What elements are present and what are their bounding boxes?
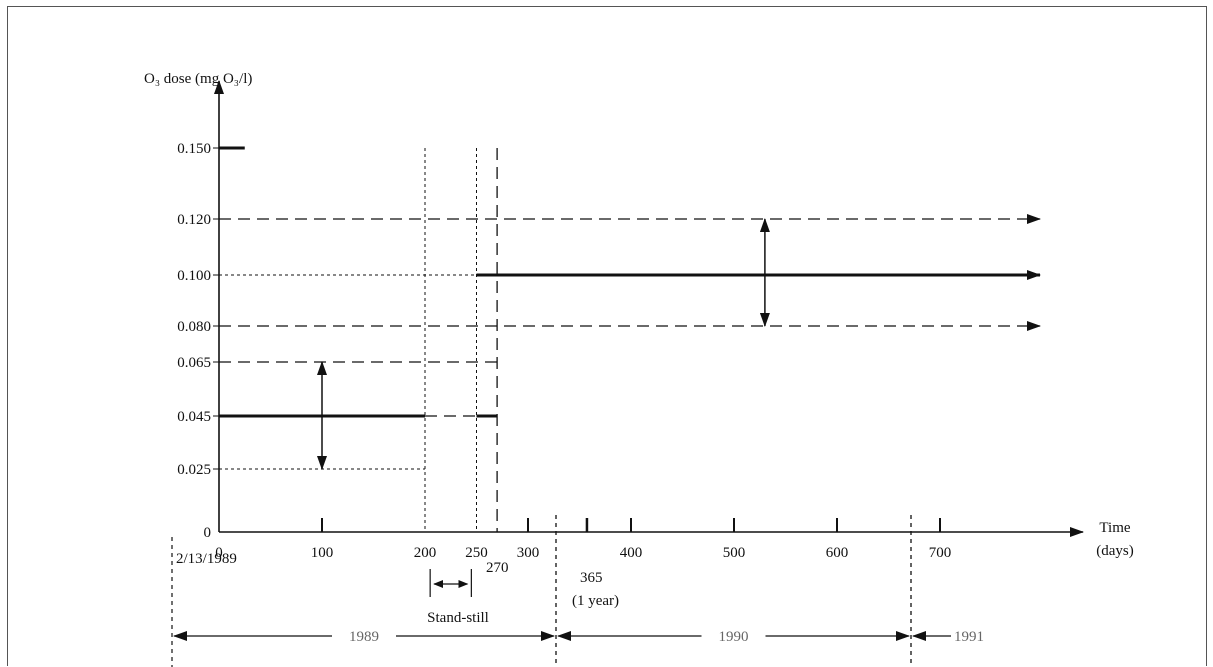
one-year-label: (1 year) xyxy=(572,593,619,609)
y-tick-label: 0.150 xyxy=(177,141,211,157)
x-tick-label: 400 xyxy=(620,545,643,561)
y-tick-label: 0 xyxy=(204,525,212,541)
y-tick-label: 0.065 xyxy=(177,355,211,371)
x-tick-label: 300 xyxy=(517,545,540,561)
year-label: 1991 xyxy=(954,629,984,645)
x-tick-label: 200 xyxy=(414,545,437,561)
x-tick-label: 100 xyxy=(311,545,334,561)
x-axis-title-unit: (days) xyxy=(1096,543,1134,559)
chart-svg: 0 0.025 0.045 0.065 0.080 0.100 0.120 0.150 0 100… xyxy=(144,71,1134,667)
day-270-label: 270 xyxy=(486,560,509,576)
x-tick-label: 700 xyxy=(929,545,952,561)
ozone-dose-diagram: 0 0.025 0.045 0.065 0.080 0.100 0.120 0.150 0 100… xyxy=(7,6,1207,667)
year-label: 1990 xyxy=(719,629,749,645)
x-tick-label: 250 xyxy=(465,545,488,561)
start-date-label: 2/13/1989 xyxy=(176,551,237,567)
y-tick-label: 0.120 xyxy=(177,212,211,228)
y-tick-label: 0.080 xyxy=(177,319,211,335)
y-tick-label: 0.100 xyxy=(177,268,211,284)
y-tick-label: 0.045 xyxy=(177,409,211,425)
x-tick-label: 0 xyxy=(215,545,223,561)
y-tick-label: 0.025 xyxy=(177,462,211,478)
x-tick-label: 600 xyxy=(826,545,849,561)
year-label: 1989 xyxy=(349,629,379,645)
day-365-label: 365 xyxy=(580,570,603,586)
x-tick-label: 500 xyxy=(723,545,746,561)
y-axis-title: O₃ dose (mg O₃/l) xyxy=(144,71,252,87)
stand-still-label: Stand-still xyxy=(427,610,489,626)
x-axis-title: Time xyxy=(1099,520,1130,536)
